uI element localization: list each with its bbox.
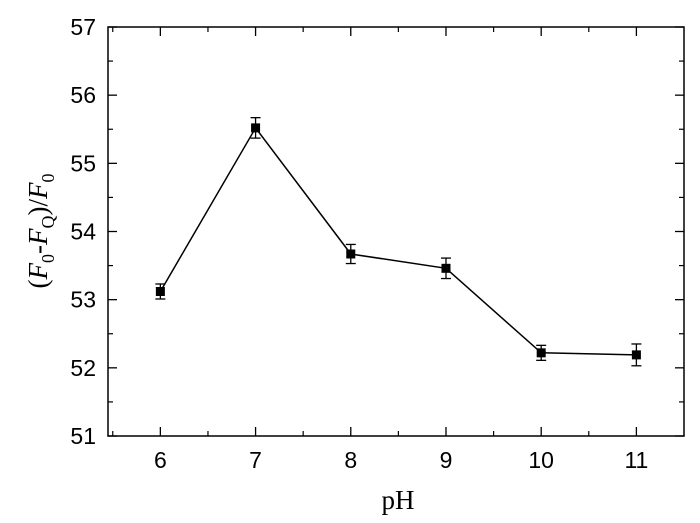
y-axis-label: (F0-FQ)/F0 xyxy=(23,174,58,289)
data-point xyxy=(536,348,546,358)
y-tick-label: 57 xyxy=(70,14,96,40)
x-tick-label: 6 xyxy=(154,447,167,473)
y-tick-label: 53 xyxy=(70,287,96,313)
x-tick-labels: 6 7 8 9 10 11 xyxy=(154,447,648,473)
y-tick-label: 52 xyxy=(70,355,96,381)
y-tick-label: 54 xyxy=(70,219,96,245)
y-tick-label: 55 xyxy=(70,150,96,176)
data-point xyxy=(251,123,261,133)
x-tick-label: 8 xyxy=(344,447,357,473)
data-point xyxy=(155,286,165,296)
x-tick-label: 9 xyxy=(440,447,453,473)
series-line xyxy=(159,126,637,356)
data-point xyxy=(346,249,356,259)
data-point xyxy=(631,350,641,360)
y-axis-label-text: (F0-FQ)/F0 xyxy=(23,174,58,289)
x-tick-label: 11 xyxy=(624,447,648,473)
y-tick-labels: 51 52 53 54 55 56 57 xyxy=(70,14,96,449)
data-markers xyxy=(155,123,641,360)
y-tick-label: 56 xyxy=(70,82,96,108)
data-point xyxy=(441,263,451,273)
x-tick-label: 7 xyxy=(249,447,262,473)
y-tick-label: 51 xyxy=(70,423,96,449)
x-tick-label: 10 xyxy=(528,447,554,473)
axis-ticks xyxy=(108,26,684,437)
x-axis-label: pH xyxy=(382,485,415,515)
